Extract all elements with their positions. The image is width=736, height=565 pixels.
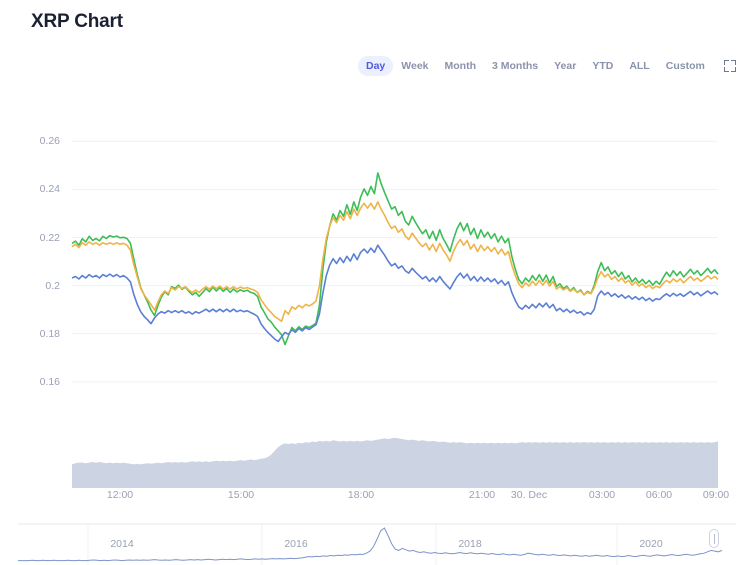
range-button-ytd[interactable]: YTD [592, 59, 614, 72]
range-button-year[interactable]: Year [554, 59, 577, 72]
x-axis-tick-label: 06:00 [645, 489, 673, 501]
range-navigator[interactable]: 2014 2016 2018 2020 [0, 518, 736, 565]
y-axis-tick-label: 0.26 [39, 135, 60, 148]
range-button-month[interactable]: Month [444, 59, 477, 72]
x-axis-tick-label: 18:00 [347, 489, 375, 501]
range-button-3-months[interactable]: 3 Months [492, 59, 539, 72]
y-axis-tick-label: 0.18 [39, 327, 60, 340]
navigator-tick-label: 2020 [639, 538, 663, 550]
navigator-tick-label: 2016 [284, 538, 308, 550]
x-axis-tick-label: 15:00 [227, 489, 255, 501]
fullscreen-icon [723, 60, 736, 72]
scrollbar-handle[interactable] [709, 529, 719, 548]
page-title: XRP Chart [31, 11, 123, 32]
y-axis-tick-label: 0.2 [45, 279, 60, 292]
range-button-all[interactable]: ALL [629, 59, 650, 72]
x-axis-tick-label: 12:00 [106, 489, 134, 501]
navigator-canvas [18, 523, 736, 565]
x-axis-tick-label: 30. Dec [510, 489, 548, 501]
x-axis-tick-label: 09:00 [702, 489, 730, 501]
chart-canvas [71, 140, 719, 488]
range-button-week[interactable]: Week [401, 59, 429, 72]
x-axis-tick-label: 03:00 [588, 489, 616, 501]
y-axis-tick-label: 0.22 [39, 231, 60, 244]
main-chart[interactable]: 0.26 0.24 0.22 0.2 0.18 0.16 [0, 96, 736, 516]
navigator-tick-label: 2018 [458, 538, 482, 550]
x-axis-labels: 12:00 15:00 18:00 21:00 30. Dec 03:00 06:00 09:… [0, 489, 736, 505]
range-button-custom[interactable]: Custom [665, 59, 705, 72]
y-axis-tick-label: 0.16 [39, 375, 60, 388]
y-axis-labels: 0.26 0.24 0.22 0.2 0.18 0.16 [14, 96, 60, 516]
x-axis-tick-label: 21:00 [468, 489, 496, 501]
navigator-axis-labels: 2014 2016 2018 2020 [0, 518, 736, 565]
fullscreen-button[interactable] [719, 55, 736, 77]
navigator-tick-label: 2014 [110, 538, 134, 550]
range-button-day[interactable]: Day [358, 55, 394, 77]
y-axis-tick-label: 0.24 [39, 183, 60, 196]
range-selector-toolbar: Day Week Month 3 Months Year YTD ALL Custom [358, 54, 736, 78]
